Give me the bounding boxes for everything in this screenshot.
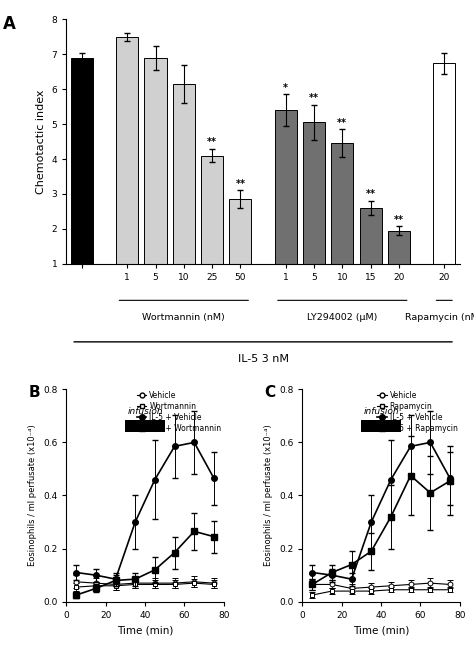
Text: **: ** <box>337 118 347 127</box>
Bar <box>71 58 93 264</box>
Bar <box>331 143 353 264</box>
Text: A: A <box>3 14 16 32</box>
Y-axis label: Eosinophils / ml perfusate (x10⁻⁴): Eosinophils / ml perfusate (x10⁻⁴) <box>264 424 273 566</box>
Legend: Vehicle, Wortmannin, IL-5 + Vehicle, IL-5 + Wortmannin: Vehicle, Wortmannin, IL-5 + Vehicle, IL-… <box>137 391 221 433</box>
Text: Rapamycin (nM): Rapamycin (nM) <box>405 313 474 322</box>
Text: *: * <box>283 83 288 93</box>
Bar <box>201 155 223 264</box>
Bar <box>360 208 382 264</box>
Text: infusion: infusion <box>363 407 399 416</box>
Text: IL-5 3 nM: IL-5 3 nM <box>237 354 289 364</box>
Y-axis label: Chemotactic index: Chemotactic index <box>36 89 46 194</box>
Text: Wortmannin (nM): Wortmannin (nM) <box>143 313 225 322</box>
Text: infusion: infusion <box>127 407 163 416</box>
Bar <box>116 37 138 264</box>
Bar <box>303 122 325 264</box>
Text: C: C <box>264 385 276 400</box>
Text: **: ** <box>309 93 319 103</box>
Text: LY294002 (μM): LY294002 (μM) <box>307 313 377 322</box>
Bar <box>388 230 410 264</box>
Y-axis label: Eosinophils / ml perfusate (x10⁻⁴): Eosinophils / ml perfusate (x10⁻⁴) <box>28 424 37 566</box>
X-axis label: Time (min): Time (min) <box>117 625 173 635</box>
Text: **: ** <box>394 215 404 225</box>
Text: **: ** <box>207 137 217 147</box>
Text: **: ** <box>236 179 246 189</box>
Bar <box>433 63 455 264</box>
Bar <box>229 199 252 264</box>
Bar <box>145 58 166 264</box>
Text: **: ** <box>365 189 375 199</box>
Text: B: B <box>28 385 40 400</box>
Legend: Vehicle, Rapamycin, IL-5 + Vehicle, IL-5 + Rapamycin: Vehicle, Rapamycin, IL-5 + Vehicle, IL-5… <box>377 391 457 433</box>
Bar <box>173 84 195 264</box>
X-axis label: Time (min): Time (min) <box>353 625 409 635</box>
Bar <box>274 110 297 264</box>
